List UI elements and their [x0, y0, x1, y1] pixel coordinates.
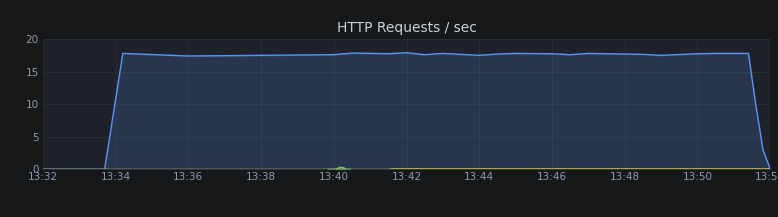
Title: HTTP Requests / sec: HTTP Requests / sec [337, 21, 476, 35]
